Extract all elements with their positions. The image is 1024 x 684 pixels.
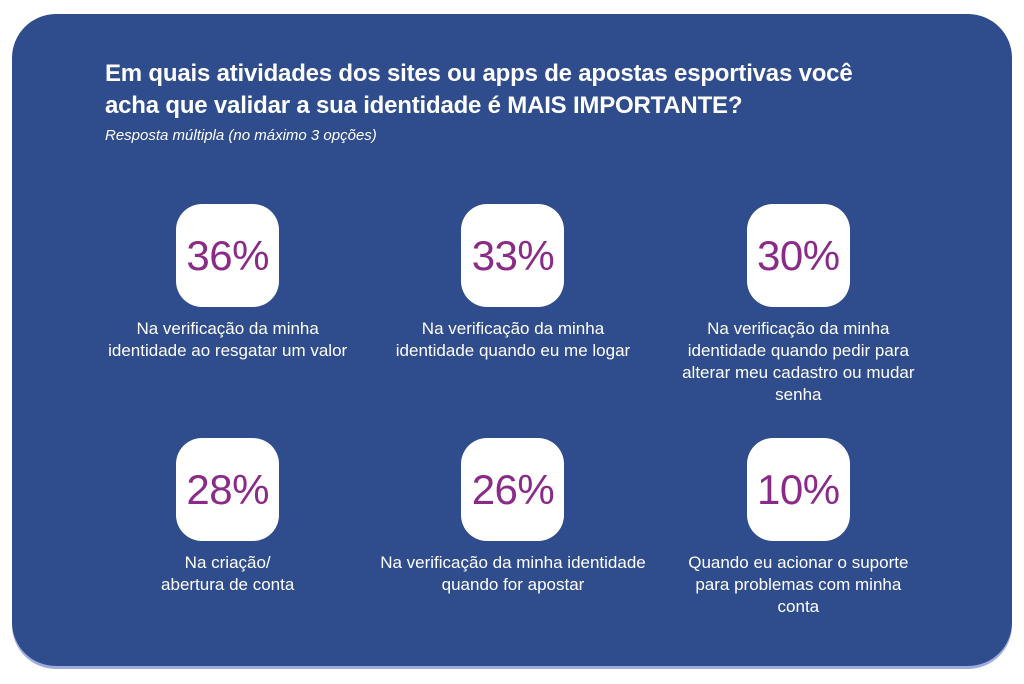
stat-value: 36%: [186, 231, 269, 279]
stat-card: 10%: [746, 438, 850, 541]
survey-title: Em quais atividades dos sites ou apps de…: [105, 60, 853, 119]
stat-cell-logar: 33% Na verificação da minha identidade q…: [370, 204, 655, 438]
stat-caption: Na verificação da minha identidade quand…: [380, 553, 646, 594]
stat-cell-apostar: 26% Na verificação da minha identidade q…: [370, 438, 655, 618]
stat-card: 33%: [461, 204, 565, 307]
stat-caption: Na verificação da minha identidade ao re…: [108, 319, 348, 360]
stat-value: 30%: [757, 231, 840, 279]
stat-cell-abertura-conta: 28% Na criação/ abertura de conta: [85, 438, 370, 618]
stat-cell-cadastro-senha: 30% Na verificação da minha identidade q…: [656, 204, 941, 438]
stat-caption: Na verificação da minha identidade quand…: [395, 319, 631, 360]
stat-value: 10%: [757, 465, 840, 513]
stat-cell-suporte: 10% Quando eu acionar o suporte para pro…: [656, 438, 941, 618]
stat-caption: Na criação/ abertura de conta: [161, 553, 295, 594]
stat-cell-resgatar: 36% Na verificação da minha identidade a…: [85, 204, 370, 438]
stat-caption: Quando eu acionar o suporte para problem…: [688, 553, 909, 616]
stat-value: 33%: [471, 231, 555, 279]
stat-grid: 36% Na verificação da minha identidade a…: [85, 204, 941, 618]
stat-value: 26%: [471, 465, 555, 513]
stat-caption: Na verificação da minha identidade quand…: [682, 319, 915, 404]
stat-card: 36%: [176, 204, 280, 307]
stat-card: 26%: [461, 438, 565, 541]
survey-subtitle: Resposta múltipla (no máximo 3 opções): [105, 127, 377, 144]
stat-value: 28%: [186, 465, 269, 513]
stat-card: 28%: [176, 438, 280, 541]
stat-card: 30%: [746, 204, 850, 307]
survey-panel: Em quais atividades dos sites ou apps de…: [12, 14, 1012, 666]
